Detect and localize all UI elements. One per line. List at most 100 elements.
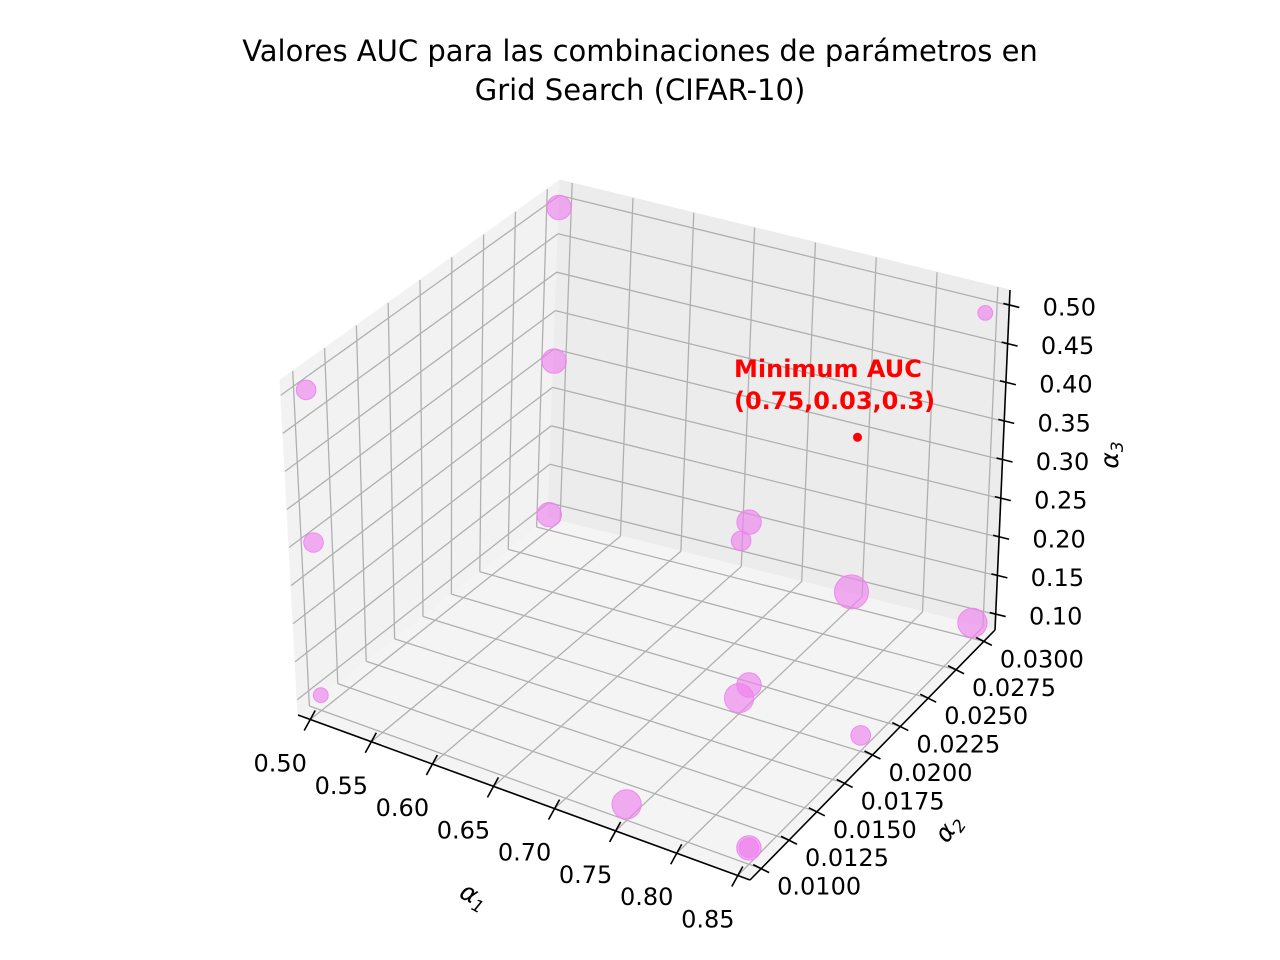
z-tick-mark	[992, 534, 1010, 541]
z-tick-label: 0.15	[1031, 564, 1084, 592]
data-point	[546, 194, 572, 221]
z-tick-mark	[999, 379, 1017, 386]
z-tick-label: 0.30	[1036, 448, 1089, 476]
y-tick-label: 0.0300	[1000, 645, 1084, 673]
z-tick-mark	[994, 495, 1011, 502]
grid-line-z	[296, 502, 549, 701]
x-tick-label: 0.85	[681, 906, 734, 934]
y-tick-mark	[752, 863, 770, 874]
data-point	[541, 348, 567, 374]
data-points	[295, 194, 994, 861]
data-point	[850, 725, 872, 746]
x-tick-mark	[303, 710, 316, 731]
grid-line-y	[394, 638, 845, 785]
z-tick-mark	[996, 457, 1013, 463]
grid-line-z	[286, 310, 556, 510]
x-axis-line	[297, 714, 751, 881]
data-point	[957, 607, 988, 638]
y-tick-label: 0.0125	[805, 844, 889, 872]
x-tick-mark	[547, 799, 561, 821]
x-tick-mark	[425, 754, 439, 776]
z-tick-mark	[991, 573, 1008, 579]
y-tick-mark	[975, 636, 993, 647]
z-tick-label: 0.50	[1043, 293, 1096, 321]
y-tick-mark	[891, 721, 909, 732]
x-tick-mark	[670, 843, 683, 865]
grid-line-z	[557, 233, 1008, 345]
grid-line-z	[548, 502, 996, 616]
grid-line-z	[292, 425, 552, 625]
data-point	[977, 305, 994, 321]
x-tick-mark	[486, 776, 500, 798]
z-tick-mark	[1001, 341, 1018, 347]
grid-line-y	[508, 548, 957, 671]
z-tick-label: 0.10	[1029, 603, 1082, 631]
grid-line-y	[309, 705, 762, 870]
grid-line-z	[552, 386, 1001, 500]
grid-line-z	[555, 309, 1005, 422]
data-point	[536, 502, 562, 528]
x-tick-mark	[608, 821, 622, 843]
grid-line-y	[479, 571, 929, 699]
data-point	[312, 687, 329, 704]
grid-line-y	[337, 683, 790, 841]
z-tick-mark	[998, 418, 1015, 425]
annotation-line2: (0.75,0.03,0.3)	[734, 387, 935, 415]
y-tick-label: 0.0150	[833, 816, 917, 844]
grid-line-y	[536, 526, 985, 642]
x-tick-mark	[731, 866, 744, 887]
grid-line-z	[288, 348, 555, 549]
x-tick-mark	[364, 732, 377, 754]
grid-line-z	[290, 386, 554, 587]
x-axis-label: α1	[453, 876, 493, 918]
grid-line-z	[553, 348, 1003, 461]
y-tick-label: 0.0200	[889, 759, 973, 787]
x-tick-label: 0.50	[253, 749, 306, 777]
grid-line-z	[280, 194, 560, 396]
x-tick-label: 0.70	[498, 839, 551, 867]
y-tick-label: 0.0100	[777, 873, 861, 901]
z-tick-label: 0.20	[1032, 525, 1085, 553]
data-point	[611, 789, 642, 820]
minimum-auc-point	[853, 432, 862, 442]
x-tick-label: 0.75	[559, 861, 612, 889]
x-tick-label: 0.65	[437, 816, 490, 844]
grid-line-y	[365, 660, 818, 813]
y-tick-label: 0.0225	[916, 731, 1000, 759]
annotation-line1: Minimum AUC	[734, 355, 922, 383]
data-point	[736, 672, 762, 698]
axes-lines	[297, 289, 1020, 887]
chart-title-line1: Valores AUC para las combinaciones de pa…	[242, 34, 1038, 68]
z-axis-label: α3	[1095, 441, 1128, 468]
x-tick-label: 0.80	[620, 883, 673, 911]
grid-line-z	[556, 271, 1007, 384]
y-tick-mark	[836, 778, 854, 789]
grid-line-z	[294, 463, 551, 663]
x-tick-label: 0.55	[315, 772, 368, 800]
tick-labels: 0.500.550.600.650.700.750.800.850.01000.…	[253, 293, 1096, 933]
y-tick-mark	[919, 693, 937, 703]
grid-line-z	[549, 463, 998, 577]
grid-line-z	[551, 425, 1000, 538]
z-tick-mark	[989, 611, 1006, 618]
grid-line-z	[284, 271, 558, 472]
z-tick-label: 0.45	[1041, 332, 1094, 360]
data-point	[834, 574, 869, 610]
data-point	[303, 532, 324, 553]
y-tick-mark	[808, 807, 826, 817]
y-tick-mark	[864, 750, 881, 760]
x-tick-label: 0.60	[376, 794, 429, 822]
chart-title-line2: Grid Search (CIFAR-10)	[475, 73, 806, 107]
y-tick-mark	[947, 665, 965, 675]
z-tick-label: 0.25	[1034, 487, 1087, 515]
z-tick-label: 0.35	[1037, 409, 1090, 437]
y-tick-mark	[780, 835, 798, 845]
y-tick-label: 0.0175	[861, 787, 945, 815]
grid-line-z	[282, 233, 559, 434]
data-point	[736, 509, 762, 535]
data-point	[736, 835, 762, 861]
data-point	[295, 379, 317, 401]
y-tick-label: 0.0250	[944, 702, 1028, 730]
grid-line-z	[559, 194, 1010, 307]
